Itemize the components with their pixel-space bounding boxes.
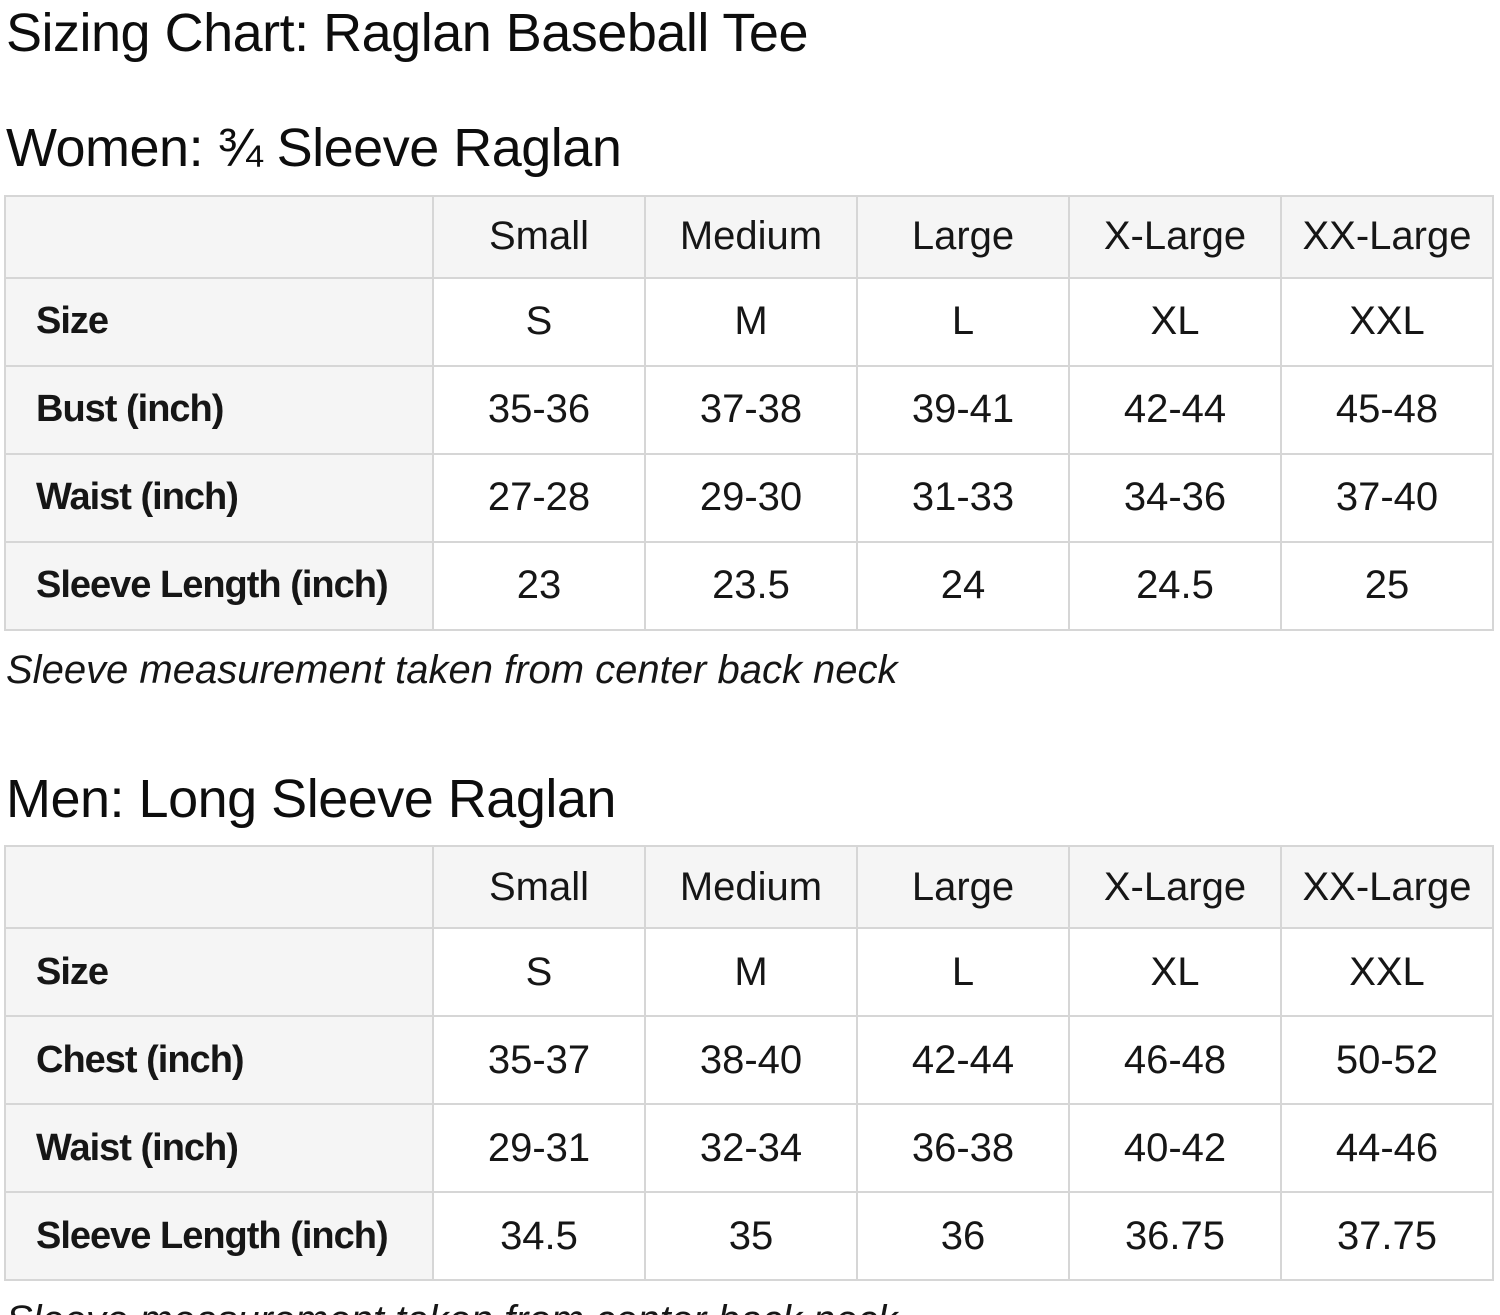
col-header-large: Large <box>856 194 1070 279</box>
cell: XXL <box>1280 927 1494 1018</box>
cell: 25 <box>1280 540 1494 631</box>
row-label: Waist (inch) <box>4 452 434 543</box>
table-row-waist: Waist (inch) 27-28 29-30 31-33 34-36 37-… <box>4 452 1494 543</box>
col-header-xlarge: X-Large <box>1068 845 1282 930</box>
table-row-chest: Chest (inch) 35-37 38-40 42-44 46-48 50-… <box>4 1015 1494 1106</box>
row-label: Sleeve Length (inch) <box>4 1191 434 1282</box>
men-sizing-table: Small Medium Large X-Large XX-Large Size… <box>4 845 1494 1282</box>
row-label: Size <box>4 276 434 367</box>
table-row-size: Size S M L XL XXL <box>4 276 1494 367</box>
section-women: Women: ¾ Sleeve Raglan Small Medium Larg… <box>4 118 1494 692</box>
cell: L <box>856 276 1070 367</box>
cell: 38-40 <box>644 1015 858 1106</box>
corner-cell <box>4 194 434 279</box>
cell: 37-38 <box>644 364 858 455</box>
cell: 24.5 <box>1068 540 1282 631</box>
row-label: Bust (inch) <box>4 364 434 455</box>
col-header-xxlarge: XX-Large <box>1280 845 1494 930</box>
table-header-row: Small Medium Large X-Large XX-Large <box>4 194 1494 279</box>
section-men: Men: Long Sleeve Raglan Small Medium Lar… <box>4 768 1494 1315</box>
cell: L <box>856 927 1070 1018</box>
table-row-sleeve-length: Sleeve Length (inch) 34.5 35 36 36.75 37… <box>4 1191 1494 1282</box>
cell: 39-41 <box>856 364 1070 455</box>
table-row-sleeve-length: Sleeve Length (inch) 23 23.5 24 24.5 25 <box>4 540 1494 631</box>
cell: 31-33 <box>856 452 1070 543</box>
cell: 35-36 <box>432 364 646 455</box>
cell: XL <box>1068 276 1282 367</box>
cell: 50-52 <box>1280 1015 1494 1106</box>
measurement-note: Sleeve measurement taken from center bac… <box>6 647 898 692</box>
row-label: Size <box>4 927 434 1018</box>
corner-cell <box>4 845 434 930</box>
cell: S <box>432 927 646 1018</box>
cell: 46-48 <box>1068 1015 1282 1106</box>
row-label: Chest (inch) <box>4 1015 434 1106</box>
cell: 29-30 <box>644 452 858 543</box>
cell: 23.5 <box>644 540 858 631</box>
cell: 37.75 <box>1280 1191 1494 1282</box>
cell: 36 <box>856 1191 1070 1282</box>
col-header-small: Small <box>432 194 646 279</box>
section-heading-men: Men: Long Sleeve Raglan <box>6 768 616 829</box>
cell: 35 <box>644 1191 858 1282</box>
cell: 23 <box>432 540 646 631</box>
cell: 37-40 <box>1280 452 1494 543</box>
sizing-chart-page: Sizing Chart: Raglan Baseball Tee Women:… <box>0 3 1500 1315</box>
col-header-medium: Medium <box>644 845 858 930</box>
cell: 44-46 <box>1280 1103 1494 1194</box>
women-sizing-table: Small Medium Large X-Large XX-Large Size… <box>4 194 1494 631</box>
table-row-size: Size S M L XL XXL <box>4 927 1494 1018</box>
cell: 34-36 <box>1068 452 1282 543</box>
cell: M <box>644 276 858 367</box>
cell: XXL <box>1280 276 1494 367</box>
cell: XL <box>1068 927 1282 1018</box>
cell: 27-28 <box>432 452 646 543</box>
cell: 36-38 <box>856 1103 1070 1194</box>
cell: 29-31 <box>432 1103 646 1194</box>
col-header-xxlarge: XX-Large <box>1280 194 1494 279</box>
row-label: Waist (inch) <box>4 1103 434 1194</box>
table-header-row: Small Medium Large X-Large XX-Large <box>4 845 1494 930</box>
row-label: Sleeve Length (inch) <box>4 540 434 631</box>
cell: M <box>644 927 858 1018</box>
col-header-xlarge: X-Large <box>1068 194 1282 279</box>
section-heading-women: Women: ¾ Sleeve Raglan <box>6 118 622 179</box>
cell: 34.5 <box>432 1191 646 1282</box>
cell: 40-42 <box>1068 1103 1282 1194</box>
cell: 42-44 <box>1068 364 1282 455</box>
measurement-note: Sleeve measurement taken from center bac… <box>6 1298 1492 1315</box>
col-header-small: Small <box>432 845 646 930</box>
col-header-medium: Medium <box>644 194 858 279</box>
cell: 24 <box>856 540 1070 631</box>
page-title: Sizing Chart: Raglan Baseball Tee <box>6 3 809 63</box>
cell: 45-48 <box>1280 364 1494 455</box>
cell: 42-44 <box>856 1015 1070 1106</box>
col-header-large: Large <box>856 845 1070 930</box>
table-row-bust: Bust (inch) 35-36 37-38 39-41 42-44 45-4… <box>4 364 1494 455</box>
table-row-waist: Waist (inch) 29-31 32-34 36-38 40-42 44-… <box>4 1103 1494 1194</box>
cell: S <box>432 276 646 367</box>
cell: 36.75 <box>1068 1191 1282 1282</box>
cell: 35-37 <box>432 1015 646 1106</box>
cell: 32-34 <box>644 1103 858 1194</box>
